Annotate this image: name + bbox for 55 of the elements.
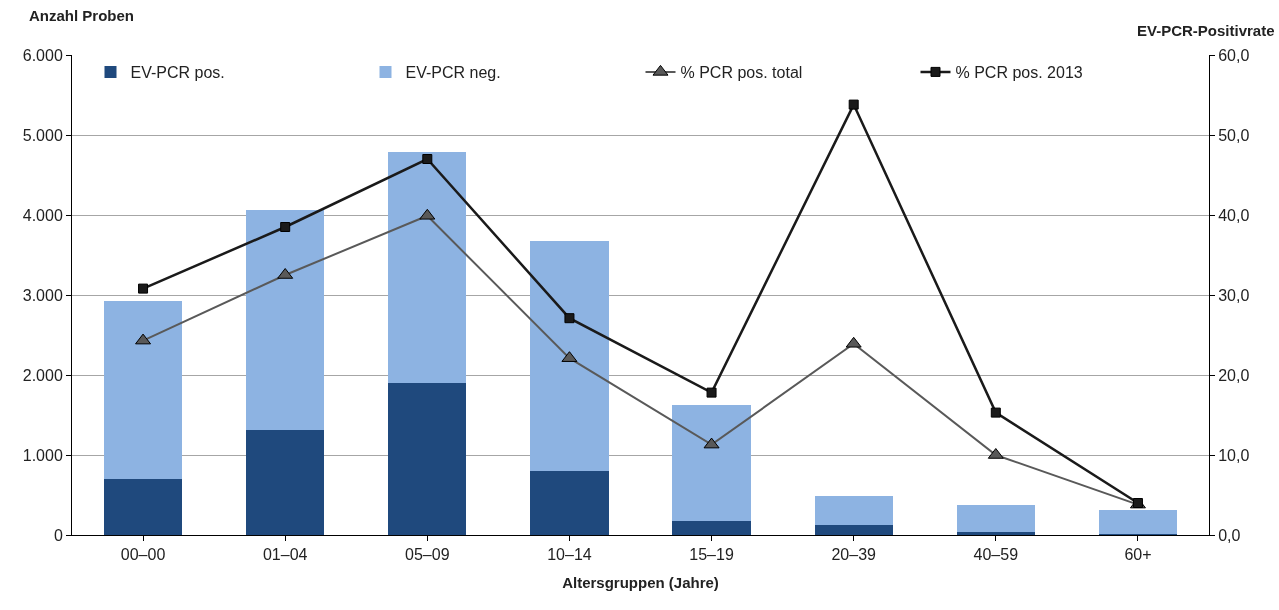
bar (246, 430, 325, 535)
y-tick-label: 3.000 (22, 286, 63, 304)
x-tick-label: 05–09 (405, 546, 450, 564)
y2-axis-title: EV-PCR-Positivrate (1137, 22, 1275, 39)
x-tick-label: 00–00 (120, 546, 166, 564)
point (703, 437, 720, 449)
y2-tick-label: 20,0 (1218, 366, 1250, 384)
point (706, 387, 717, 398)
legend-label: EV-PCR neg. (405, 64, 501, 82)
bar (530, 471, 609, 535)
bar (672, 520, 751, 535)
bar (530, 240, 609, 471)
y2-tick-label: 40,0 (1218, 206, 1250, 224)
bar (814, 495, 893, 526)
point (280, 222, 291, 232)
y2-tick-label: 0,0 (1218, 526, 1241, 544)
y2-tick-label: 10,0 (1218, 446, 1250, 464)
legend-label: EV-PCR pos. (130, 64, 225, 82)
x-tick-label: 40–59 (973, 546, 1019, 564)
bar (246, 210, 325, 431)
x-tick-label: 01–04 (262, 546, 308, 564)
point (990, 407, 1001, 418)
point (419, 208, 436, 220)
bar (388, 383, 467, 535)
bar (103, 479, 183, 535)
y2-tick-label: 30,0 (1218, 286, 1250, 304)
point (135, 333, 152, 345)
legend-label: % PCR pos. 2013 (955, 64, 1083, 82)
bar (103, 301, 183, 479)
y-tick-label: 5.000 (22, 126, 63, 144)
bar (956, 531, 1035, 535)
y-tick-label: 1.000 (22, 446, 63, 464)
y2-tick-label: 50,0 (1218, 126, 1250, 144)
x-tick-label: 10–14 (547, 546, 592, 564)
bar (388, 151, 467, 383)
legend-label: % PCR pos. total (680, 64, 803, 82)
bar (1098, 510, 1178, 535)
point (564, 313, 575, 324)
y-axis-title: Anzahl Proben (29, 7, 135, 24)
y2-tick-label: 60,0 (1218, 46, 1250, 64)
bar (672, 405, 751, 521)
bar (814, 525, 893, 535)
y-tick-label: 4.000 (22, 206, 63, 224)
y-tick-label: 2.000 (22, 366, 63, 384)
x-tick-label: 20–39 (831, 546, 877, 564)
x-tick-label: 60+ (1124, 546, 1152, 564)
point (138, 283, 149, 294)
x-axis-title: Altersgruppen (Jahre) (562, 574, 719, 592)
x-tick-label: 15–19 (689, 546, 734, 564)
y-tick-label: 6.000 (22, 46, 63, 64)
y-tick-label: 0 (53, 526, 63, 544)
bar (956, 505, 1035, 532)
point (848, 99, 859, 110)
point (422, 154, 433, 164)
point (845, 336, 862, 348)
